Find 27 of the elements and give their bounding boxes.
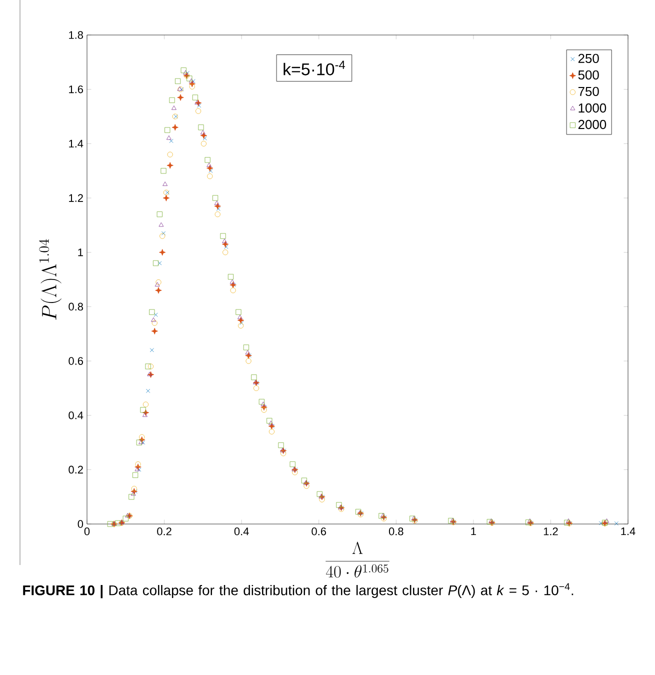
y-axis-title: $P(\Lambda)\Lambda^{1.04}$ [39, 239, 62, 320]
legend-label: 1000 [578, 103, 606, 113]
x-tick-label: 1.4 [621, 528, 636, 536]
y-tick-label: 0.6 [68, 357, 83, 365]
x-tick-label: 0.6 [312, 528, 326, 536]
legend-label: 250 [578, 54, 599, 64]
legend-label: 2000 [578, 120, 606, 130]
y-tick-label: 1.4 [69, 140, 84, 148]
legend-label: 750 [578, 86, 599, 96]
y-tick-label: 1.6 [69, 85, 83, 94]
y-tick-label: 1 [78, 248, 83, 256]
x-tick-label: 0.8 [388, 528, 404, 536]
y-tick-label: 0.4 [68, 411, 84, 420]
x-axis-title: $\frac{\Lambda}{40\cdot\theta^{1.065}}$ [326, 542, 390, 578]
x-tick-label: 0.2 [157, 528, 172, 536]
x-tick-label: 1 [471, 528, 476, 536]
y-tick-label: 1.2 [69, 194, 83, 202]
text: FIGURE 10 | Data collapse for the distribution of the largest cluster P(Λ) at k = 5 · 10$^{−4}$. [23, 583, 574, 598]
legend-label: 500 [578, 70, 599, 80]
x-tick-label: 0.4 [234, 528, 249, 536]
x-tick-label: 0 [84, 528, 90, 536]
y-tick-label: 1.8 [69, 31, 83, 39]
y-tick-label: 0.2 [68, 466, 83, 474]
x-tick-label: 1.2 [544, 528, 558, 536]
y-tick-label: 0 [78, 520, 84, 528]
y-tick-label: 0.8 [68, 302, 83, 311]
annotation: k=5·10$^{-4}$ [284, 60, 346, 76]
